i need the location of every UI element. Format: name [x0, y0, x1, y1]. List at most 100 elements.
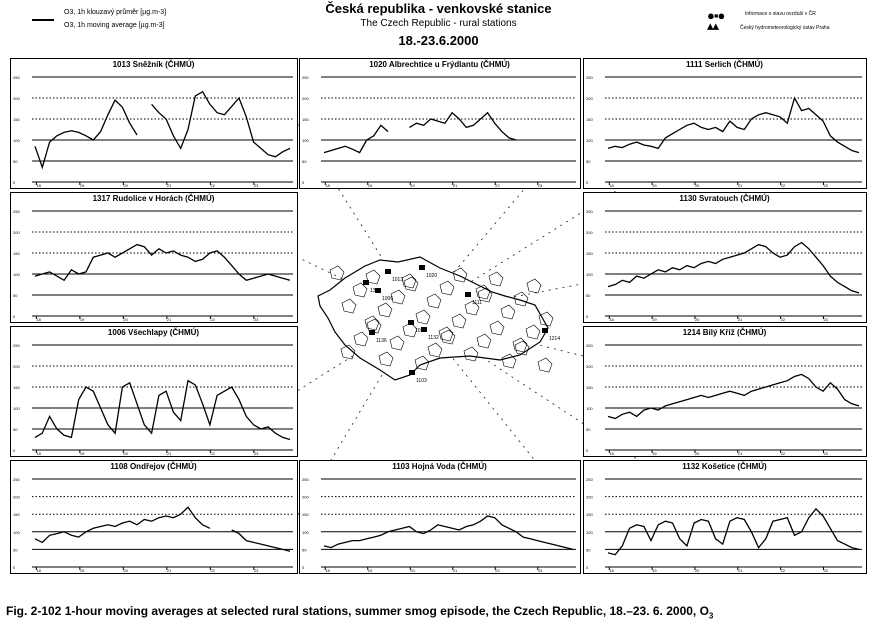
- x-tick-label: 19: [80, 568, 85, 573]
- x-tick-label: 22: [495, 183, 500, 188]
- district-border: [352, 282, 368, 298]
- y-tick-label: 100: [13, 272, 20, 277]
- x-tick-label: 18: [36, 317, 41, 322]
- y-tick-label: 200: [302, 96, 309, 101]
- x-tick-label: 18: [609, 451, 614, 456]
- map: 1013102013171006111110161132113611031214: [296, 122, 725, 517]
- o3-series-line: [607, 507, 860, 556]
- title-en: The Czech Republic - rural stations: [360, 18, 517, 29]
- station-label: 1111: [472, 300, 482, 306]
- district-border: [353, 331, 369, 347]
- x-tick-label: 22: [210, 451, 215, 456]
- legend-line: [32, 19, 54, 21]
- caption-text: Fig. 2-102 1-hour moving averages at sel…: [6, 604, 709, 618]
- o3-series-line: [34, 506, 291, 552]
- x-tick-label: 20: [695, 183, 700, 188]
- y-tick-label: 100: [13, 406, 20, 411]
- x-tick-label: 18: [609, 568, 614, 573]
- y-tick-label: 0: [302, 565, 305, 570]
- legend-label-cz: O3, 1h klouzavý průměr [µg.m-3]: [64, 9, 167, 16]
- station-marker: [421, 327, 427, 332]
- panel-frame: [583, 326, 867, 457]
- district-border: [366, 318, 382, 334]
- y-tick-label: 250: [586, 343, 593, 348]
- x-tick-label: 19: [80, 183, 85, 188]
- o3-series-line: [323, 515, 574, 551]
- y-tick-label: 100: [586, 272, 593, 277]
- x-tick-label: 22: [781, 183, 786, 188]
- panel-6: 1214 Bílý Kříž (ČHMÚ) 0 50 100 150 200 250 18 19…: [583, 326, 867, 457]
- district-border: [464, 300, 480, 316]
- y-tick-label: 250: [302, 75, 309, 80]
- title-cz: Česká republika - venkovské stanice: [325, 1, 552, 16]
- y-tick-label: 50: [586, 547, 591, 552]
- panel-2: 1111 Serlich (ČHMÚ) 0 50 100 150 200 250 18 19 20…: [583, 58, 867, 189]
- district-border: [329, 265, 345, 281]
- y-tick-label: 200: [13, 364, 20, 369]
- x-tick-label: 23: [254, 183, 259, 188]
- district-border: [500, 304, 516, 320]
- panel-frame: [10, 192, 298, 323]
- y-tick-label: 50: [586, 159, 591, 164]
- district-border: [526, 278, 542, 294]
- o3-series-line: [607, 373, 860, 420]
- x-tick-label: 18: [325, 183, 330, 188]
- x-tick-label: 20: [123, 317, 128, 322]
- panel-title: 1214 Bílý Kříž (ČHMÚ): [683, 328, 767, 337]
- x-tick-label: 21: [738, 317, 743, 322]
- panel-frame: [299, 460, 581, 574]
- station-marker: [419, 265, 425, 270]
- x-tick-label: 22: [495, 568, 500, 573]
- y-tick-label: 250: [302, 477, 309, 482]
- y-tick-label: 100: [302, 138, 309, 143]
- district-border: [538, 311, 554, 327]
- x-tick-label: 19: [368, 568, 373, 573]
- district-border: [451, 313, 467, 329]
- y-tick-label: 0: [302, 180, 305, 185]
- x-tick-label: 19: [652, 317, 657, 322]
- x-tick-label: 23: [254, 317, 259, 322]
- x-tick-label: 21: [738, 183, 743, 188]
- x-tick-label: 19: [80, 317, 85, 322]
- x-tick-label: 23: [538, 183, 543, 188]
- y-tick-label: 250: [13, 75, 20, 80]
- panel-title: 1103 Hojná Voda (ČHMÚ): [392, 462, 487, 471]
- chmi-logo-icon: ●▪● ▴▴: [707, 8, 725, 33]
- y-tick-label: 0: [586, 180, 589, 185]
- station-label: 1132: [428, 335, 439, 341]
- district-border: [452, 267, 468, 283]
- o3-series-line: [34, 90, 291, 170]
- district-border: [514, 340, 530, 356]
- panel-9: 1132 Košetice (ČHMÚ) 0 50 100 150 200 250 18 19 2…: [583, 460, 867, 574]
- station-label: 1006: [382, 296, 393, 302]
- district-border: [427, 342, 443, 358]
- panel-title: 1013 Sněžník (ČHMÚ): [113, 60, 195, 69]
- district-border: [513, 291, 529, 307]
- x-tick-label: 19: [652, 183, 657, 188]
- panel-frame: [583, 192, 867, 323]
- district-border: [439, 280, 455, 296]
- district-border: [463, 346, 479, 362]
- y-tick-label: 50: [302, 547, 307, 552]
- station-marker: [408, 320, 414, 325]
- district-border: [438, 326, 454, 342]
- station-marker: [542, 328, 548, 333]
- district-border: [415, 309, 431, 325]
- district-border: [426, 293, 442, 309]
- y-tick-label: 100: [13, 138, 20, 143]
- y-tick-label: 200: [586, 96, 593, 101]
- panel-title: 1317 Rudolice v Horách (ČHMÚ): [93, 194, 215, 203]
- y-tick-label: 200: [586, 230, 593, 235]
- x-tick-label: 18: [325, 568, 330, 573]
- x-tick-label: 18: [36, 183, 41, 188]
- district-border: [440, 329, 456, 345]
- station-label: 1136: [376, 338, 387, 344]
- y-tick-label: 250: [13, 343, 20, 348]
- panel-frame: [10, 58, 298, 189]
- y-tick-label: 50: [13, 427, 18, 432]
- y-tick-label: 0: [13, 314, 16, 319]
- x-tick-label: 22: [781, 568, 786, 573]
- y-tick-label: 50: [13, 547, 18, 552]
- panel-title: 1132 Košetice (ČHMÚ): [682, 462, 767, 471]
